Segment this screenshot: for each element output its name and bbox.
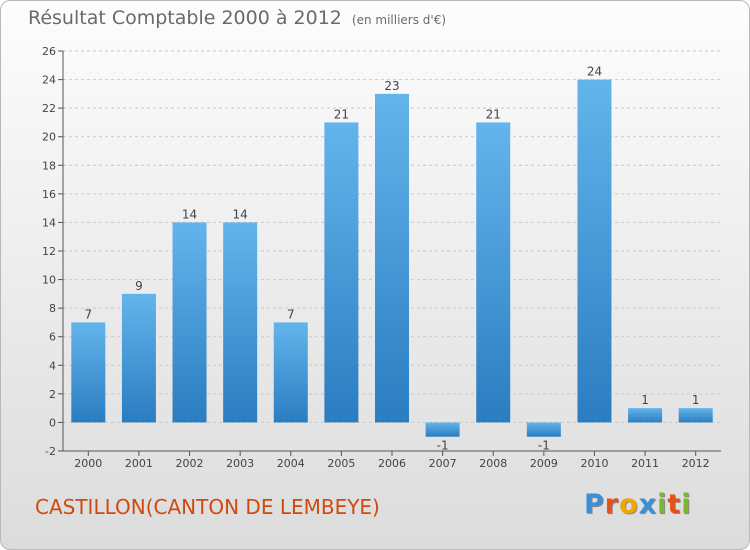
y-tick-label: 16: [42, 188, 56, 201]
bars: [71, 79, 713, 437]
y-tick-label: 0: [49, 416, 56, 429]
data-label: 7: [84, 307, 92, 321]
x-tick-label: 2002: [176, 457, 204, 470]
data-label: 1: [641, 393, 649, 407]
location-name: CASTILLON(CANTON DE LEMBEYE): [35, 495, 380, 519]
bar: [375, 93, 409, 423]
x-tick-label: 2001: [125, 457, 153, 470]
data-label: -1: [538, 439, 550, 453]
data-label: 1: [692, 393, 700, 407]
y-tick-label: 4: [49, 359, 56, 372]
bar: [577, 79, 612, 423]
labels: -202468101214161820222426200072001920021…: [42, 45, 710, 470]
title-text: Résultat Comptable 2000 à 2012: [28, 7, 342, 29]
data-label: 14: [182, 207, 197, 221]
y-tick-label: 12: [42, 245, 56, 258]
y-tick-label: 2: [49, 388, 56, 401]
x-tick-label: 2007: [429, 457, 457, 470]
axes: [58, 50, 721, 456]
chart-subtitle: (en milliers d'€): [351, 13, 447, 27]
y-tick-label: 14: [42, 216, 56, 229]
x-tick-label: 2012: [682, 457, 710, 470]
logo-letter: o: [619, 489, 639, 520]
logo-letter: P: [584, 489, 605, 520]
x-tick-label: 2005: [327, 457, 355, 470]
data-label: -1: [437, 439, 449, 453]
bar: [121, 293, 156, 423]
bar: [425, 422, 460, 437]
y-tick-label: 26: [42, 45, 56, 58]
bar: [678, 408, 713, 423]
bar: [628, 408, 663, 423]
y-tick-label: 6: [49, 331, 56, 344]
data-label: 7: [287, 307, 295, 321]
x-tick-label: 2009: [530, 457, 558, 470]
x-tick-label: 2003: [226, 457, 254, 470]
data-label: 21: [486, 107, 501, 121]
bar: [476, 122, 511, 423]
bar: [273, 322, 308, 423]
x-tick-label: 2004: [277, 457, 305, 470]
y-tick-label: 8: [49, 302, 56, 315]
logo-letter: i: [657, 489, 668, 520]
bar: [223, 222, 258, 423]
chart-title: Résultat Comptable 2000 à 2012 (en millie…: [28, 7, 446, 29]
data-label: 23: [384, 79, 399, 93]
data-label: 21: [334, 107, 349, 121]
logo-letter: r: [604, 489, 620, 520]
x-tick-label: 2010: [580, 457, 608, 470]
data-label: 24: [587, 65, 602, 79]
bar: [526, 422, 561, 437]
x-tick-label: 2006: [378, 457, 406, 470]
bar: [71, 322, 106, 423]
y-tick-label: -2: [45, 445, 56, 458]
x-tick-label: 2008: [479, 457, 507, 470]
bar: [324, 122, 359, 423]
logo-letter: x: [638, 489, 658, 520]
y-tick-label: 10: [42, 274, 56, 287]
y-tick-label: 20: [42, 131, 56, 144]
logo-letter: i: [681, 489, 692, 520]
logo-letter: t: [667, 489, 682, 520]
data-label: 14: [233, 207, 248, 221]
y-tick-label: 24: [42, 74, 56, 87]
x-tick-label: 2000: [74, 457, 102, 470]
proxiti-logo: Proxiti: [584, 489, 692, 520]
data-label: 9: [135, 279, 143, 293]
bar: [172, 222, 207, 423]
x-tick-label: 2011: [631, 457, 659, 470]
y-tick-label: 22: [42, 102, 56, 115]
y-tick-label: 18: [42, 159, 56, 172]
